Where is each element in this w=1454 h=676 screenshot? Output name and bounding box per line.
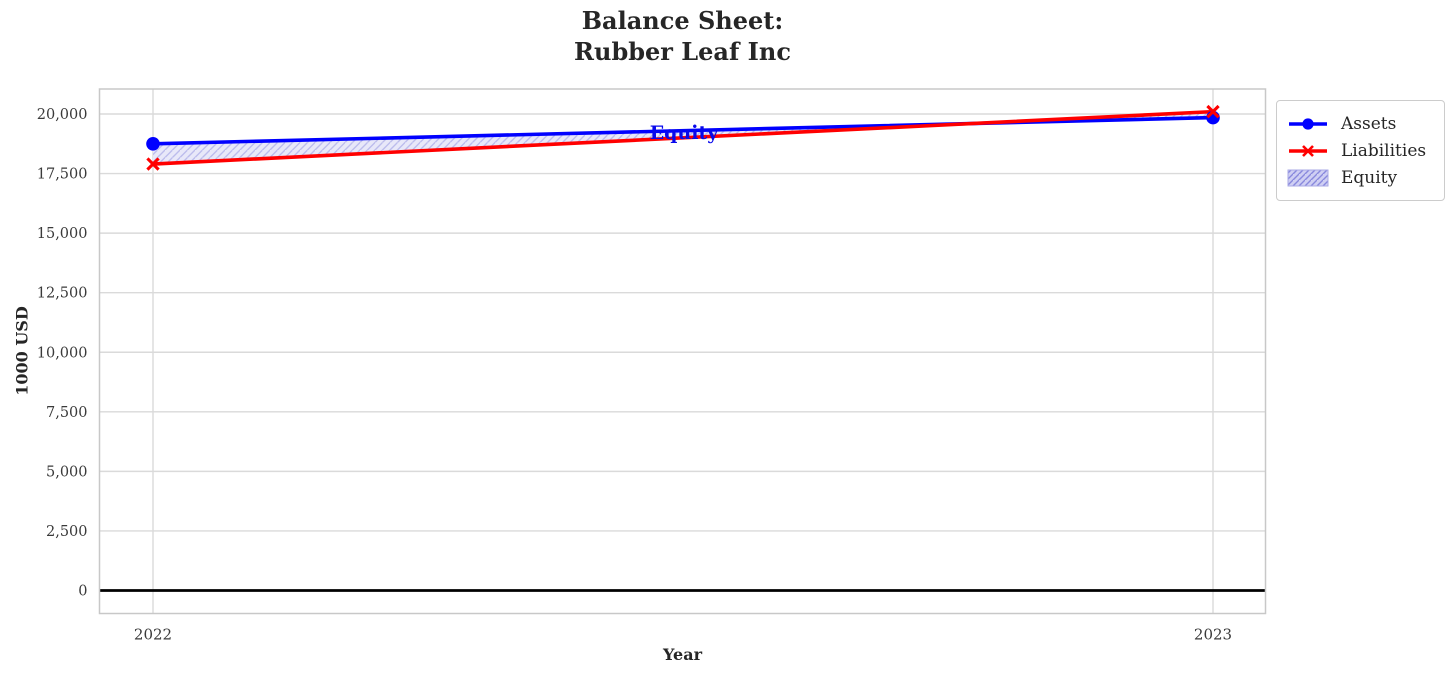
y-tick-label: 0 xyxy=(78,584,87,600)
legend-item-assets: Assets xyxy=(1287,110,1434,137)
legend-item-equity: Equity xyxy=(1287,164,1434,191)
y-axis-label: 1000 USD xyxy=(12,306,32,396)
legend-item-liabilities: Liabilities xyxy=(1287,137,1434,164)
y-tick-label: 20,000 xyxy=(37,107,88,123)
gridlines xyxy=(99,89,1266,614)
x-tick-label: 2023 xyxy=(1194,626,1232,644)
y-tick-label: 12,500 xyxy=(37,286,88,302)
y-tick-label: 17,500 xyxy=(37,167,88,183)
x-axis-label: Year xyxy=(662,645,702,664)
y-tick-label: 10,000 xyxy=(37,345,88,361)
x-tick-label: 2022 xyxy=(134,626,172,644)
y-tick-label: 15,000 xyxy=(37,226,88,242)
axes-frame xyxy=(98,88,1267,615)
legend-label-equity: Equity xyxy=(1341,167,1398,188)
legend-label-assets: Assets xyxy=(1341,113,1397,134)
legend: Assets Liabilities Equity xyxy=(1276,100,1445,201)
equity-annotation: Equity xyxy=(649,122,719,144)
y-tick-label: 7,500 xyxy=(46,405,88,421)
data-lines xyxy=(151,109,1215,166)
equity-patch-icon xyxy=(1287,169,1329,186)
chart-title: Balance Sheet: Rubber Leaf Inc xyxy=(99,5,1266,67)
liabilities-marker xyxy=(146,157,160,171)
assets-marker xyxy=(146,136,160,151)
liabilities-marker xyxy=(1206,104,1220,119)
liabilities-line xyxy=(151,109,1215,166)
chart-title-line2: Rubber Leaf Inc xyxy=(574,37,791,66)
y-tick-label: 5,000 xyxy=(46,464,88,480)
data-markers xyxy=(146,104,1220,171)
tick-labels: 0 2,500 5,000 7,500 10,000 12,500 15,000 17,500… xyxy=(37,107,1232,644)
y-tick-label: 2,500 xyxy=(46,524,88,540)
assets-line-icon xyxy=(1289,117,1327,130)
legend-label-liabilities: Liabilities xyxy=(1341,140,1427,161)
liabilities-line-icon xyxy=(1289,144,1327,157)
chart-title-line1: Balance Sheet: xyxy=(581,6,784,35)
